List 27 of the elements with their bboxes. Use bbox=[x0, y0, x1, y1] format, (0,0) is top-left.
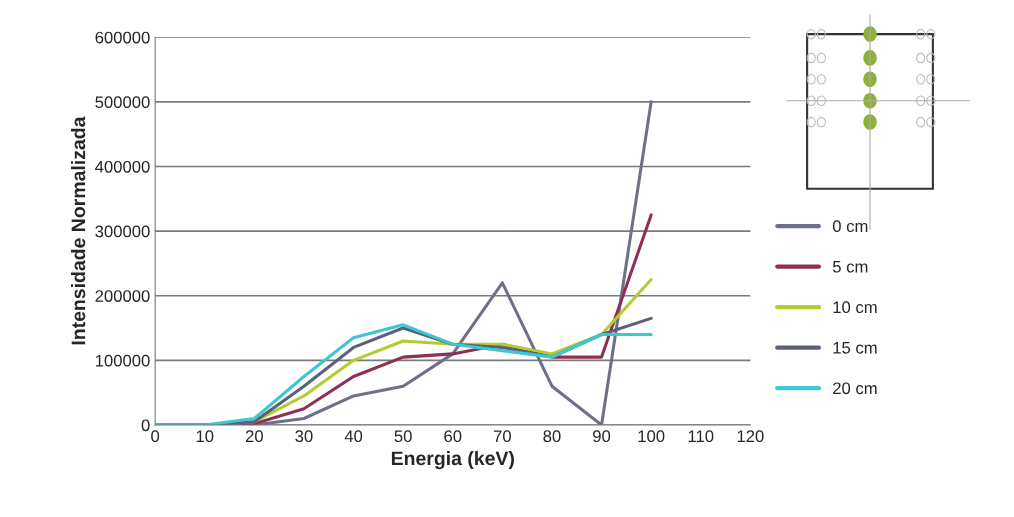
x-tick-label: 80 bbox=[543, 430, 561, 443]
x-tick-label: 110 bbox=[688, 430, 714, 443]
x-tick-label: 30 bbox=[295, 430, 313, 443]
x-tick-label: 20 bbox=[245, 430, 263, 443]
x-tick-label: 90 bbox=[593, 430, 611, 443]
x-tick-label: 120 bbox=[737, 430, 764, 443]
x-tick-label: 70 bbox=[493, 430, 511, 443]
x-tick-label: 40 bbox=[344, 430, 363, 443]
legend-label: 15 cm bbox=[833, 342, 877, 354]
y-axis-title: Intensidade Normalizada bbox=[70, 116, 86, 345]
x-tick-label: 60 bbox=[444, 430, 462, 443]
y-tick-label: 500000 bbox=[95, 96, 150, 109]
legend-label: 10 cm bbox=[833, 301, 877, 314]
x-axis-title: Energia (keV) bbox=[391, 450, 514, 470]
x-tick-label: 0 bbox=[151, 430, 160, 443]
legend-label: 5 cm bbox=[832, 260, 868, 273]
y-tick-label: 600000 bbox=[95, 31, 150, 44]
y-tick-label: 200000 bbox=[95, 290, 150, 302]
legend-label: 20 cm bbox=[833, 382, 877, 395]
x-tick-label: 100 bbox=[638, 430, 665, 443]
y-tick-label: 400000 bbox=[95, 160, 150, 173]
y-tick-label: 0 bbox=[141, 419, 150, 432]
y-tick-label: 100000 bbox=[95, 354, 150, 367]
legend-label: 0 cm bbox=[832, 220, 868, 233]
y-tick-label: 300000 bbox=[95, 225, 150, 238]
x-tick-label: 10 bbox=[196, 430, 214, 443]
x-tick-label: 50 bbox=[394, 430, 412, 443]
